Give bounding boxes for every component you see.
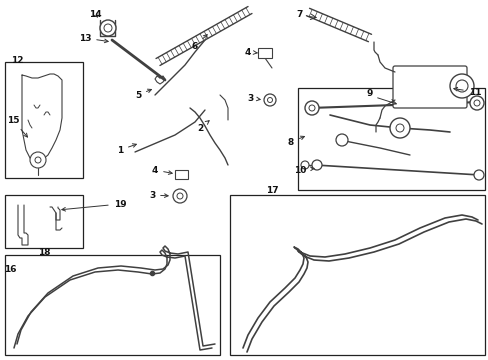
Text: 18: 18 <box>38 248 50 257</box>
Circle shape <box>30 152 46 168</box>
Text: 9: 9 <box>366 89 372 98</box>
Text: 8: 8 <box>287 136 304 147</box>
Circle shape <box>177 193 183 199</box>
Text: 12: 12 <box>11 55 23 64</box>
Circle shape <box>308 105 314 111</box>
Circle shape <box>473 100 479 106</box>
Circle shape <box>267 98 272 103</box>
Text: 10: 10 <box>293 166 313 175</box>
Circle shape <box>335 134 347 146</box>
Text: 1: 1 <box>117 144 136 154</box>
Text: 16: 16 <box>4 266 16 274</box>
Bar <box>297 88 484 190</box>
Text: 7: 7 <box>296 9 303 18</box>
Circle shape <box>473 170 483 180</box>
Text: 19: 19 <box>61 199 126 211</box>
Text: 4: 4 <box>151 166 172 175</box>
Text: 5: 5 <box>135 89 151 99</box>
Bar <box>5 195 83 248</box>
Bar <box>5 62 83 178</box>
Text: 2: 2 <box>197 121 209 132</box>
Bar <box>175 170 187 179</box>
Bar <box>5 255 220 355</box>
Text: 6: 6 <box>191 35 207 50</box>
Circle shape <box>305 101 318 115</box>
Text: 13: 13 <box>79 33 108 43</box>
Text: 15: 15 <box>7 116 27 137</box>
Text: 3: 3 <box>148 190 168 199</box>
Text: 17: 17 <box>265 185 278 194</box>
Circle shape <box>389 118 409 138</box>
Text: 4: 4 <box>244 48 257 57</box>
FancyBboxPatch shape <box>392 66 466 108</box>
Circle shape <box>104 24 112 32</box>
Bar <box>229 195 484 355</box>
Text: 11: 11 <box>453 87 480 96</box>
Circle shape <box>100 20 116 36</box>
Circle shape <box>395 124 403 132</box>
Text: 3: 3 <box>246 94 260 103</box>
Circle shape <box>455 80 467 92</box>
Circle shape <box>449 74 473 98</box>
Circle shape <box>173 189 186 203</box>
Bar <box>258 48 271 58</box>
Circle shape <box>469 96 483 110</box>
Circle shape <box>301 161 308 169</box>
Circle shape <box>35 157 41 163</box>
Circle shape <box>311 160 321 170</box>
Circle shape <box>264 94 275 106</box>
Text: 14: 14 <box>88 9 101 18</box>
